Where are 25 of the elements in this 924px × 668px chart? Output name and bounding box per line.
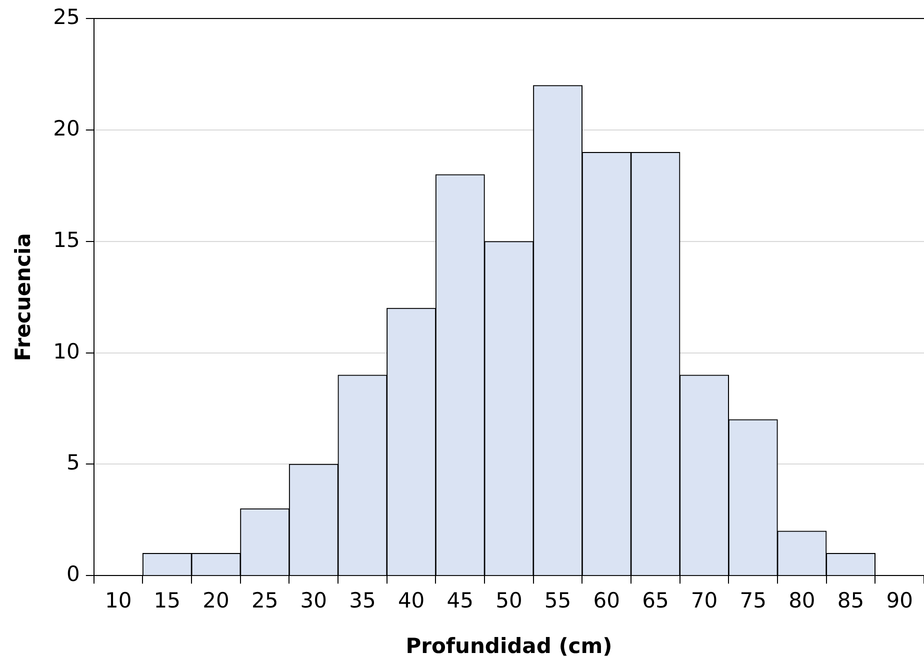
- x-tick-label: 15: [154, 588, 181, 613]
- y-tick-label: 25: [53, 5, 80, 30]
- x-tick-label: 85: [837, 588, 864, 613]
- x-tick-label: 20: [202, 588, 230, 613]
- y-tick-label: 20: [53, 116, 80, 140]
- x-tick-label: 35: [349, 588, 376, 613]
- x-tick-label: 70: [690, 588, 718, 613]
- x-tick-label: 60: [593, 588, 620, 613]
- y-tick-label: 15: [53, 228, 80, 252]
- x-axis-title: Profundidad (cm): [406, 634, 612, 658]
- y-tick-label: 0: [66, 562, 80, 586]
- y-axis-title: Frecuencia: [11, 233, 36, 362]
- x-tick-label: 75: [740, 588, 766, 613]
- x-tick-label: 80: [788, 588, 816, 613]
- y-tick-label: 5: [66, 450, 80, 475]
- x-tick-label: 45: [446, 588, 474, 613]
- x-tick-label: 30: [300, 588, 328, 613]
- x-tick-label: 90: [886, 588, 913, 613]
- x-tick-label: 40: [398, 588, 425, 613]
- x-tick-label: 55: [544, 588, 572, 613]
- x-tick-label: 65: [642, 588, 669, 613]
- x-tick-label: 50: [496, 588, 522, 613]
- y-tick-label: 10: [53, 339, 80, 364]
- x-tick-label: 10: [104, 588, 132, 613]
- x-tick-label: 25: [251, 588, 278, 613]
